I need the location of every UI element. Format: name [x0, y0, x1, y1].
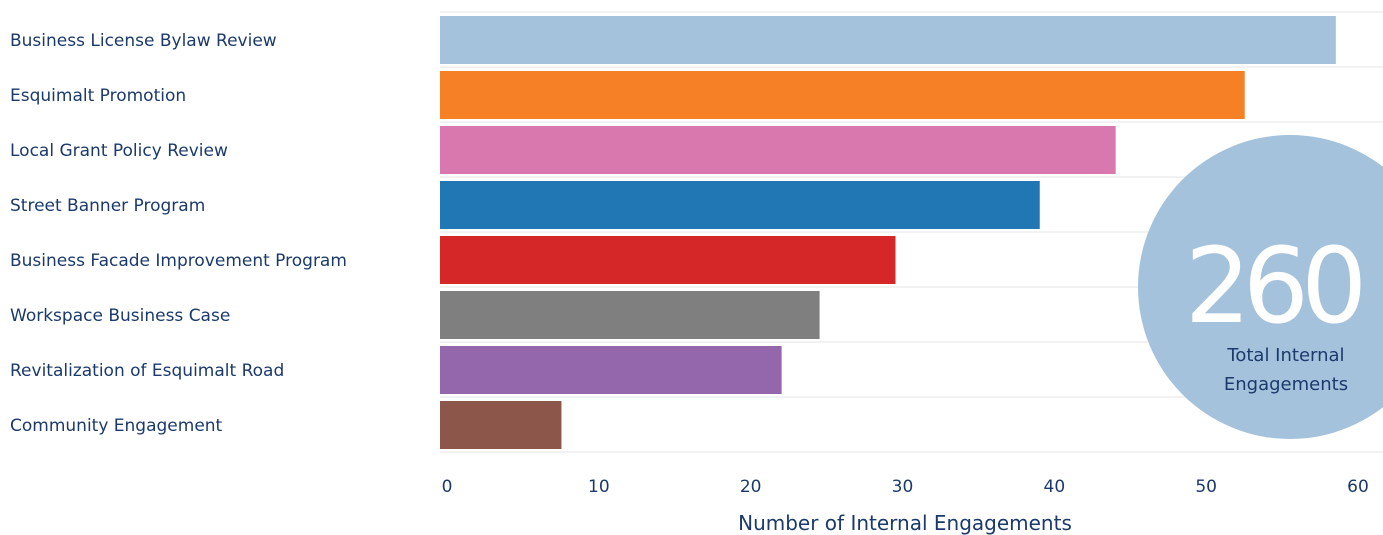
x-tick-label: 10 — [588, 477, 610, 497]
bars — [440, 16, 1336, 449]
category-label: Business Facade Improvement Program — [10, 251, 347, 271]
category-label: Street Banner Program — [10, 196, 205, 216]
category-label: Local Grant Policy Review — [10, 141, 228, 161]
x-tick-labels: 0 10 20 30 40 50 60 — [442, 477, 1369, 497]
bar — [440, 401, 562, 449]
total-callout: 260 Total Internal Engagements — [1138, 135, 1383, 439]
category-label: Community Engagement — [10, 416, 223, 436]
x-tick-label: 0 — [442, 477, 453, 497]
bar — [440, 71, 1245, 119]
x-tick-label: 20 — [740, 477, 762, 497]
category-label: Workspace Business Case — [10, 306, 230, 326]
x-tick-label: 30 — [892, 477, 914, 497]
bar — [440, 291, 820, 339]
bar — [440, 126, 1116, 174]
category-labels: Business License Bylaw Review Esquimalt P… — [10, 31, 347, 436]
callout-label-line1: Total Internal — [1226, 345, 1344, 366]
bar — [440, 236, 896, 284]
x-tick-label: 50 — [1195, 477, 1217, 497]
callout-circle — [1138, 135, 1383, 439]
x-axis-title: Number of Internal Engagements — [738, 511, 1072, 535]
callout-label-line2: Engagements — [1224, 374, 1348, 395]
category-label: Revitalization of Esquimalt Road — [10, 361, 284, 381]
gridlines — [440, 11, 1383, 453]
x-tick-label: 60 — [1347, 477, 1369, 497]
bar — [440, 181, 1040, 229]
bar — [440, 346, 782, 394]
category-label: Business License Bylaw Review — [10, 31, 277, 51]
callout-number: 260 — [1185, 225, 1361, 347]
bar — [440, 16, 1336, 64]
category-label: Esquimalt Promotion — [10, 86, 186, 106]
x-tick-label: 40 — [1044, 477, 1066, 497]
